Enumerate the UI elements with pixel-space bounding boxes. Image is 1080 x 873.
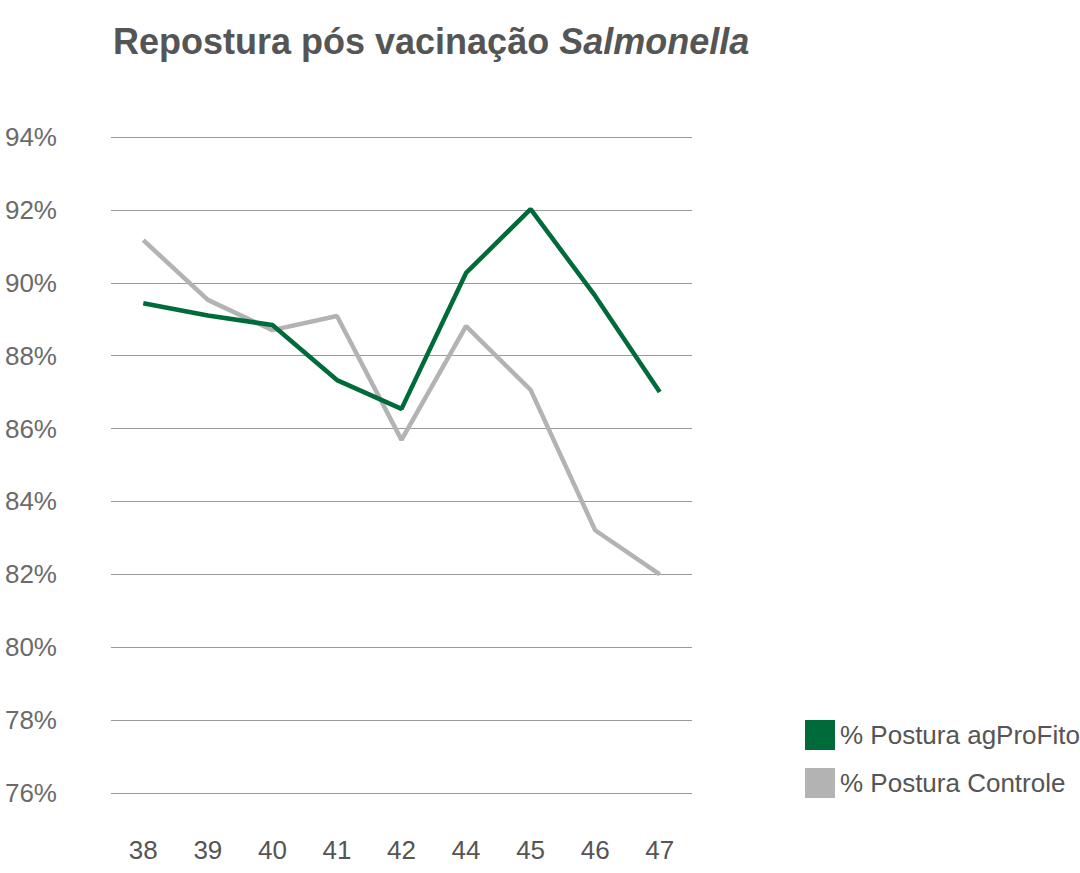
svg-text:% Postura agProFito: % Postura agProFito <box>840 720 1080 750</box>
svg-text:88%: 88% <box>5 341 57 371</box>
svg-text:94%: 94% <box>5 122 57 152</box>
svg-text:76%: 76% <box>5 778 57 808</box>
svg-text:% Postura Controle: % Postura Controle <box>840 768 1065 798</box>
svg-text:41: 41 <box>322 835 351 865</box>
svg-text:78%: 78% <box>5 705 57 735</box>
svg-text:Salmonella: Salmonella <box>559 21 749 62</box>
svg-text:80%: 80% <box>5 632 57 662</box>
svg-text:82%: 82% <box>5 559 57 589</box>
svg-text:47: 47 <box>645 835 674 865</box>
svg-text:84%: 84% <box>5 486 57 516</box>
svg-text:46: 46 <box>581 835 610 865</box>
svg-text:38: 38 <box>129 835 158 865</box>
svg-text:86%: 86% <box>5 414 57 444</box>
svg-text:45: 45 <box>516 835 545 865</box>
svg-text:39: 39 <box>193 835 222 865</box>
svg-text:90%: 90% <box>5 268 57 298</box>
svg-text:40: 40 <box>258 835 287 865</box>
svg-text:42: 42 <box>387 835 416 865</box>
svg-text:44: 44 <box>452 835 481 865</box>
svg-text:Repostura pós vacinação: Repostura pós vacinação <box>113 21 559 62</box>
svg-text:92%: 92% <box>5 195 57 225</box>
